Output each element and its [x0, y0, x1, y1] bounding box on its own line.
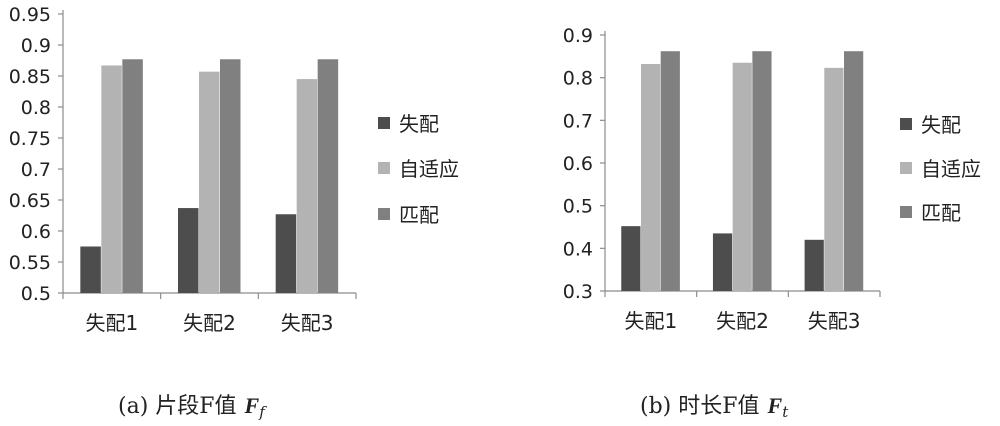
bar: [178, 208, 199, 293]
legend-label: 失配: [921, 113, 961, 137]
bar: [752, 51, 772, 291]
y-tick-label: 0.6: [563, 153, 593, 175]
bar: [296, 79, 318, 293]
y-tick-label: 0.5: [21, 283, 51, 305]
caption-a-symbol: F: [244, 393, 260, 418]
caption-b-subscript: t: [782, 403, 789, 421]
caption-b: (b) 时长F值 Ft: [640, 388, 788, 421]
x-category-label: 失配1: [624, 309, 677, 333]
bar: [101, 65, 122, 294]
caption-b-symbol: F: [767, 393, 783, 418]
y-tick-label: 0.6: [21, 221, 51, 243]
chart-a-fragment-f-value: 0.5 0.55 0.6 0.65 0.7 0.75 0.8 0.85 0.9 0.95 失配1 失配…: [9, 4, 459, 335]
y-tick-label: 0.7: [563, 110, 593, 132]
y-tick-label: 0.65: [9, 190, 51, 212]
y-tick-label: 0.75: [9, 128, 51, 150]
x-category-label: 失配3: [808, 309, 861, 333]
y-tick-label: 0.8: [21, 97, 51, 119]
y-tick-label: 0.3: [563, 281, 593, 303]
bar: [122, 59, 143, 294]
bar: [712, 233, 733, 291]
legend-label: 自适应: [399, 157, 459, 181]
y-tick-label: 0.4: [563, 238, 593, 260]
legend-swatch: [900, 118, 912, 130]
bar: [219, 59, 241, 294]
legend-swatch: [378, 162, 390, 174]
x-category-label: 失配1: [85, 311, 138, 335]
legend-label: 失配: [399, 112, 439, 136]
y-tick-label: 0.55: [9, 252, 51, 274]
x-category-label: 失配2: [183, 311, 236, 335]
bar: [640, 64, 661, 291]
bar: [80, 246, 101, 293]
y-tick-label: 0.7: [21, 159, 51, 181]
y-tick-label: 0.9: [21, 35, 51, 57]
y-tick-label: 0.9: [563, 25, 593, 47]
legend-swatch: [900, 162, 912, 174]
bar: [621, 226, 641, 291]
bar: [275, 214, 297, 293]
x-category-label: 失配2: [716, 309, 769, 333]
legend-label: 自适应: [921, 157, 981, 181]
x-category-label: 失配3: [281, 311, 334, 335]
legend-label: 匹配: [921, 201, 961, 225]
bar: [199, 71, 220, 293]
legend-swatch: [378, 208, 390, 220]
legend-label: 匹配: [399, 203, 439, 227]
caption-a-prefix: (a) 片段F值: [118, 394, 237, 419]
y-tick-label: 0.8: [563, 68, 593, 90]
bar: [804, 239, 824, 291]
caption-a: (a) 片段F值 Ff: [118, 388, 265, 421]
bar: [844, 51, 864, 291]
bar: [317, 59, 339, 294]
legend-swatch: [378, 117, 390, 129]
caption-a-subscript: f: [259, 403, 265, 421]
bar: [660, 51, 680, 291]
y-tick-label: 0.85: [9, 66, 51, 88]
caption-b-prefix: (b) 时长F值: [640, 394, 760, 419]
bar: [732, 62, 752, 291]
bar: [824, 67, 844, 291]
y-tick-label: 0.95: [9, 4, 51, 26]
legend-swatch: [900, 206, 912, 218]
y-tick-label: 0.5: [563, 196, 593, 218]
